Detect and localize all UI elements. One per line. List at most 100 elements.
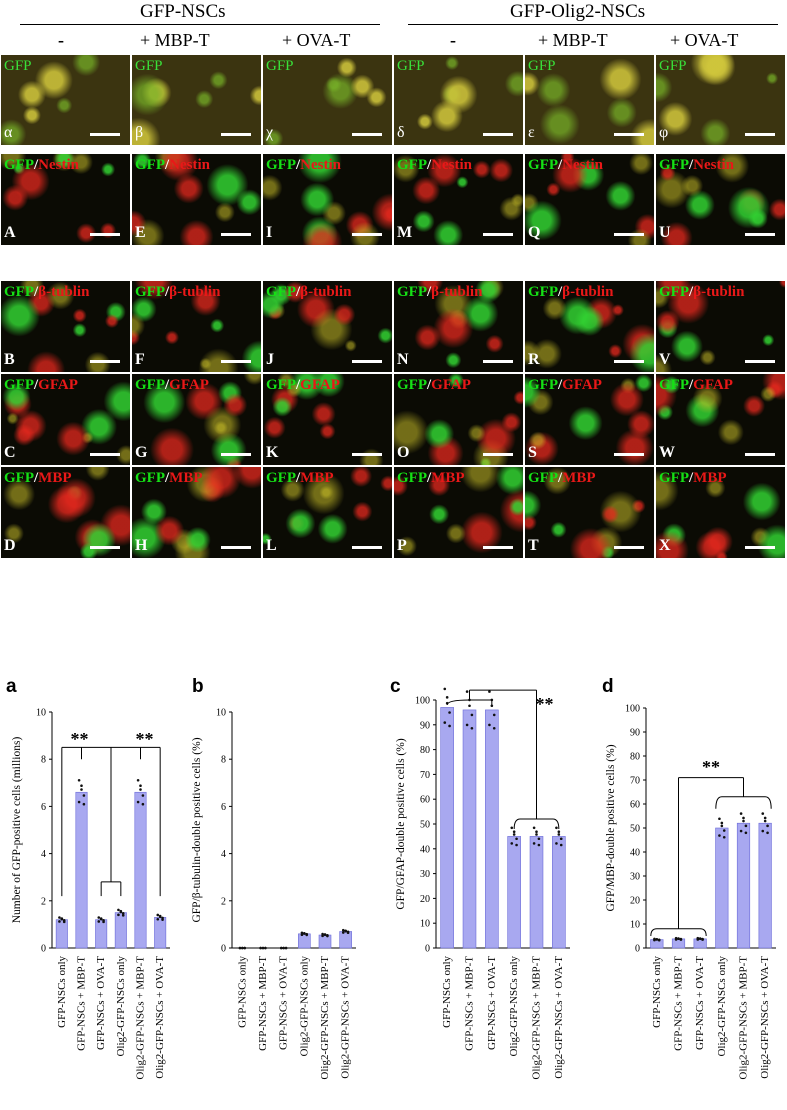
- data-point: [510, 826, 514, 830]
- micrograph-panel: GFP/β-tublin V: [655, 280, 786, 373]
- micrograph-panel: GFP χ: [262, 54, 393, 146]
- bar: [693, 938, 707, 949]
- data-point: [532, 842, 536, 845]
- stain-gfp: GFP: [397, 284, 427, 300]
- stain-separator: /: [34, 157, 39, 173]
- bar: [318, 934, 332, 949]
- scale-bar: [352, 233, 382, 236]
- scale-bar: [352, 133, 382, 136]
- scale-bar: [483, 453, 513, 456]
- data-point: [653, 937, 656, 941]
- data-point: [60, 917, 64, 921]
- scale-bar: [614, 453, 644, 456]
- panel-letter: C: [4, 444, 16, 461]
- x-tick-label: GFP-NSCs + OVA-T: [278, 956, 290, 1050]
- data-point: [243, 946, 247, 950]
- stain-marker: MBP: [38, 470, 72, 486]
- x-tick-label: Olig2-GFP-NSCs only: [716, 956, 728, 1057]
- panel-stain-label: GFP/MBP: [4, 470, 72, 487]
- stain-separator: /: [165, 157, 170, 173]
- stain-gfp: GFP: [659, 470, 689, 486]
- stain-marker: Nestin: [300, 157, 342, 173]
- x-tick-label: Olig2-GFP-NSCs + OVA-T: [553, 956, 565, 1079]
- micrograph-panel: GFP/GFAP O: [393, 373, 524, 466]
- micrograph-panel: GFP φ: [655, 54, 786, 146]
- significance-bracket: [650, 928, 707, 937]
- micrograph-panel: GFP/β-tublin B: [0, 280, 131, 373]
- data-point: [490, 704, 494, 708]
- chart-panel-letter: c: [390, 676, 401, 697]
- x-tick-label: GFP-NSCs only: [441, 956, 453, 1028]
- micrograph-panel: GFP β: [131, 54, 262, 146]
- bar: [114, 912, 127, 949]
- data-point: [259, 946, 262, 950]
- panel-stain-label: GFP/MBP: [397, 470, 465, 487]
- y-tick-label: 80: [630, 752, 640, 763]
- stain-gfp: GFP: [659, 377, 689, 393]
- scale-bar: [90, 360, 120, 363]
- scale-bar: [483, 360, 513, 363]
- significance-bracket: [513, 818, 560, 829]
- x-tick-label: Olig2-GFP-NSCs only: [508, 956, 520, 1057]
- micrograph-panel: GFP/β-tublin R: [524, 280, 655, 373]
- scale-bar: [745, 546, 775, 549]
- panel-letter: J: [266, 351, 274, 368]
- panel-letter: D: [4, 537, 16, 554]
- x-tick-label: Olig2-GFP-NSCs only: [298, 956, 310, 1057]
- x-tick-label: GFP-NSCs only: [56, 956, 68, 1028]
- y-tick-label: 100: [415, 696, 430, 707]
- data-point: [341, 928, 345, 932]
- scale-bar: [614, 233, 644, 236]
- bar: [134, 791, 147, 949]
- scale-bar: [614, 546, 644, 549]
- data-point: [557, 833, 561, 836]
- stain-gfp: GFP: [135, 284, 165, 300]
- data-point: [448, 711, 451, 714]
- data-point: [264, 946, 267, 950]
- data-point: [492, 726, 496, 730]
- data-point: [80, 788, 83, 791]
- stain-gfp: GFP: [135, 377, 165, 393]
- stain-gfp: GFP: [135, 157, 165, 173]
- stain-gfp: GFP: [4, 377, 34, 393]
- micrograph-panel: GFP/MBP T: [524, 466, 655, 559]
- data-point: [341, 931, 345, 934]
- stain-separator: /: [558, 157, 563, 173]
- data-point: [722, 835, 726, 839]
- scale-bar: [483, 133, 513, 136]
- data-point: [238, 946, 242, 950]
- scale-bar: [352, 453, 382, 456]
- group-title-olig2: GFP-Olig2-NSCs: [510, 1, 646, 22]
- data-point: [261, 946, 265, 950]
- group-rule-left: [20, 24, 380, 25]
- y-tick-label: 30: [420, 869, 430, 880]
- stain-marker: Nestin: [38, 157, 80, 173]
- data-point: [761, 829, 765, 833]
- stain-separator: /: [427, 284, 432, 300]
- stain-separator: /: [689, 284, 694, 300]
- significance-bracket: [446, 699, 493, 706]
- data-point: [555, 842, 558, 845]
- y-axis-label: GFP/β-tubulin-double positive cells (%): [191, 737, 203, 922]
- micrograph-panel: GFP/β-tublin F: [131, 280, 262, 373]
- stain-separator: /: [34, 377, 39, 393]
- data-point: [512, 833, 516, 836]
- panel-stain-label: GFP: [659, 58, 687, 75]
- stain-marker: β-tublin: [693, 284, 745, 300]
- data-point: [82, 802, 86, 806]
- y-tick-label: 40: [630, 848, 640, 859]
- y-tick-label: 50: [630, 824, 640, 835]
- data-point: [470, 713, 474, 717]
- data-point: [139, 784, 142, 787]
- panel-letter: E: [135, 224, 146, 241]
- data-point: [510, 842, 514, 845]
- panel-stain-label: GFP/Nestin: [659, 157, 734, 174]
- panel-letter: ε: [528, 124, 535, 141]
- micrograph-panel: GFP/β-tublin N: [393, 280, 524, 373]
- micrograph-panel: GFP/Nestin U: [655, 153, 786, 246]
- panel-stain-label: GFP/Nestin: [266, 157, 341, 174]
- data-point: [512, 830, 516, 834]
- data-point: [515, 837, 518, 841]
- data-point: [720, 824, 724, 828]
- scale-bar: [352, 360, 382, 363]
